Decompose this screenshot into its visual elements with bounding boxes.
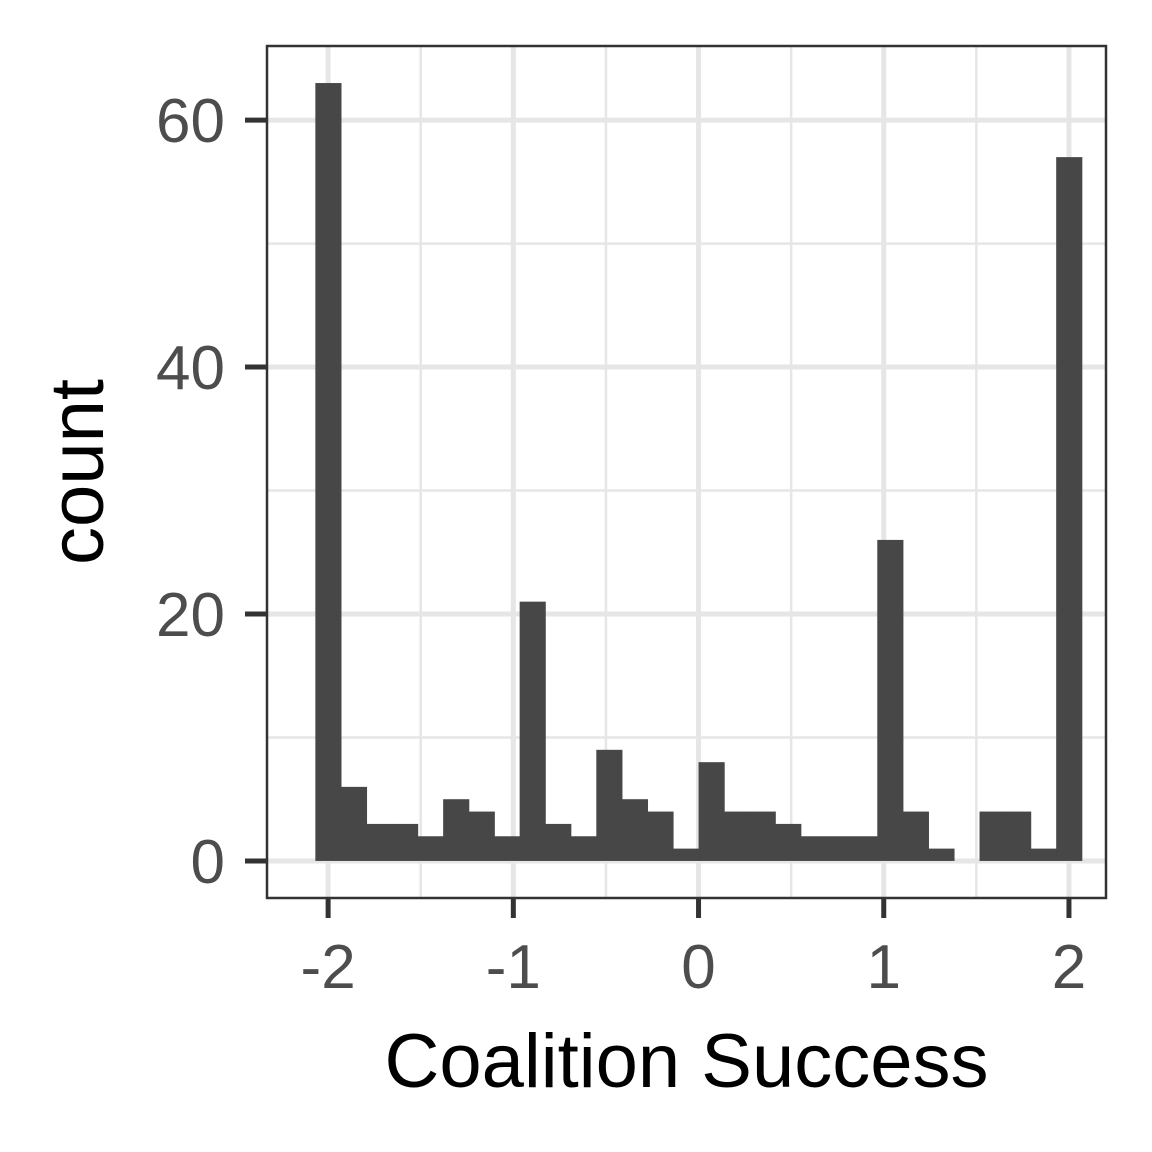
y-tick-label: 0	[191, 828, 225, 897]
x-tick-label: 2	[1052, 933, 1086, 1002]
histogram-bar	[494, 836, 521, 861]
x-tick-label: 0	[681, 933, 715, 1002]
histogram-bar	[443, 799, 470, 861]
histogram-bar	[851, 836, 879, 861]
histogram-bar	[902, 811, 929, 861]
y-axis-title: count	[35, 379, 120, 565]
x-axis-title: Coalition Success	[384, 1019, 988, 1104]
histogram-bar	[928, 848, 955, 861]
histogram-bar	[647, 811, 674, 861]
x-tick-label: 1	[867, 933, 901, 1002]
histogram-bar	[1005, 811, 1032, 861]
histogram-bar	[1030, 848, 1057, 861]
y-tick-label: 20	[156, 581, 225, 650]
histogram-bar	[366, 823, 393, 861]
histogram-bar	[672, 848, 700, 861]
histogram-bar	[724, 811, 751, 861]
y-tick-label: 60	[156, 87, 225, 156]
x-tick-label: -2	[301, 933, 356, 1002]
histogram-bar	[392, 823, 419, 861]
histogram-bar	[545, 823, 572, 861]
panel-border	[265, 44, 1108, 900]
histogram-bar	[698, 762, 725, 861]
histogram-bar	[979, 811, 1006, 861]
histogram-bar	[1056, 157, 1083, 861]
histogram-bar	[775, 823, 802, 861]
histogram-bar	[749, 811, 776, 861]
bars	[315, 83, 1083, 861]
histogram-bar	[621, 799, 649, 861]
histogram-bar	[315, 83, 342, 861]
histogram-bar	[826, 836, 853, 861]
y-tick-label: 40	[156, 334, 225, 403]
x-tick-label: -1	[486, 933, 541, 1002]
histogram-bar	[468, 811, 495, 861]
histogram-bar	[417, 836, 444, 861]
histogram-bar	[877, 539, 904, 861]
histogram-bar	[596, 749, 623, 861]
histogram-bar	[800, 836, 827, 861]
histogram-bar	[340, 786, 368, 861]
histogram-bar	[570, 836, 597, 861]
histogram-bar	[519, 601, 546, 861]
